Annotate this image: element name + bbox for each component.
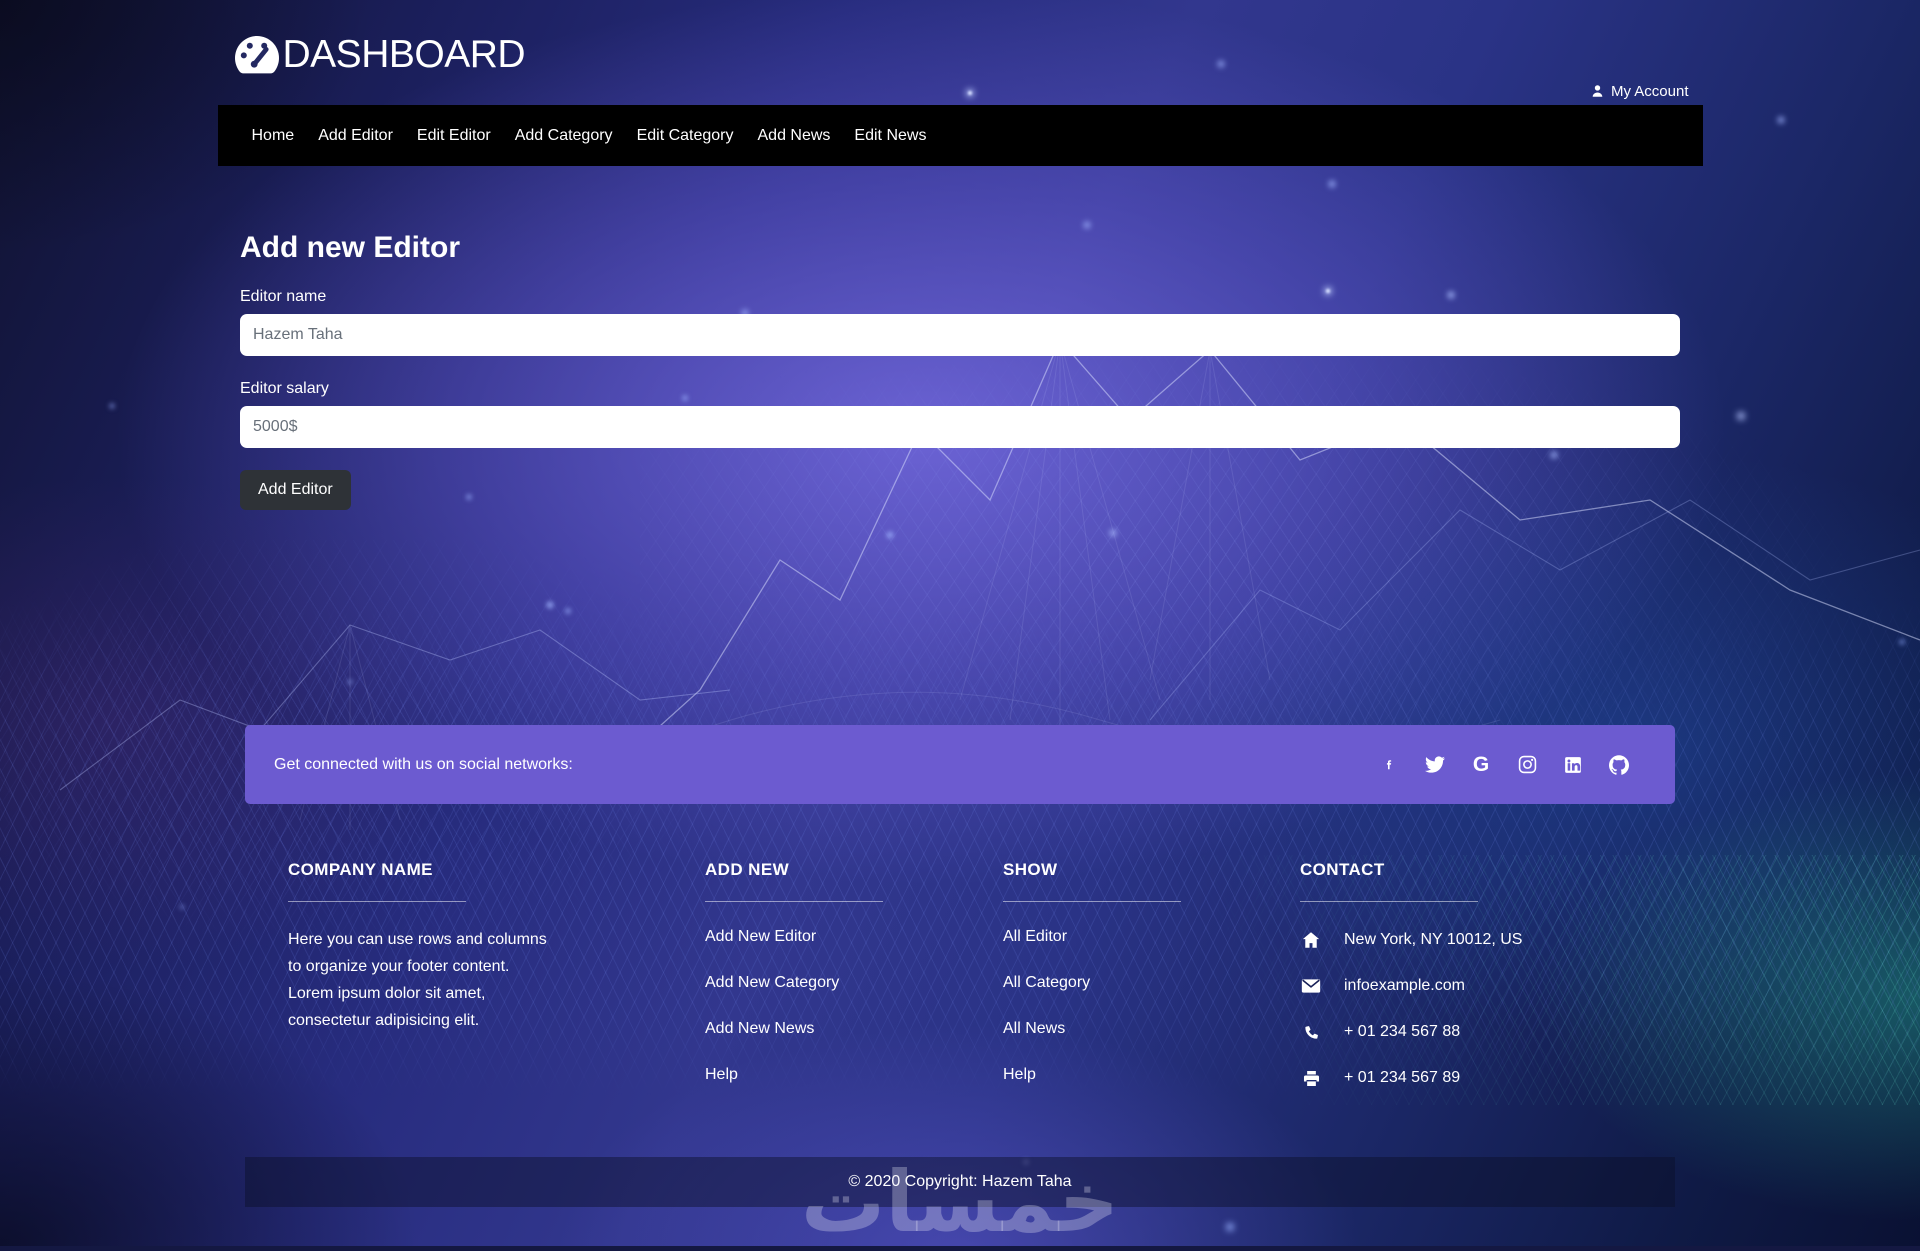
footer-contact-title: CONTACT [1300,860,1385,879]
contact-address-row: New York, NY 10012, US [1300,929,1680,951]
tachometer-icon [233,33,281,77]
contact-fax: + 01 234 567 89 [1344,1069,1461,1086]
footer-link-all-editor[interactable]: All Editor [1003,928,1068,945]
footer-divider [1003,901,1181,902]
page-title: Add new Editor [240,231,460,264]
footer-link-add-new-news[interactable]: Add New News [705,1020,815,1037]
social-message: Get connected with us on social networks… [274,755,573,773]
footer-link-add-new-category[interactable]: Add New Category [705,974,840,991]
editor-name-input[interactable] [240,314,1680,356]
user-icon [1592,85,1603,97]
footer-company-description: Here you can use rows and columns to org… [288,931,547,1029]
nav-item-add-editor[interactable]: Add Editor [318,126,393,144]
footer-link-all-news[interactable]: All News [1003,1020,1066,1037]
add-editor-button[interactable]: Add Editor [240,470,351,510]
contact-address: New York, NY 10012, US [1344,931,1523,948]
footer-company-title: COMPANY NAME [288,860,433,879]
phone-icon [1300,1023,1322,1041]
copyright-text: © 2020 Copyright: Hazem Taha [848,1173,1072,1190]
footer-divider [705,901,883,902]
contact-phone-row: + 01 234 567 88 [1300,1021,1680,1043]
google-icon[interactable]: G [1472,752,1490,776]
contact-email: infoexample.com [1344,977,1465,994]
logo-text: DASHBOARD [282,33,526,76]
editor-name-label: Editor name [240,288,327,305]
facebook-icon[interactable] [1379,755,1399,775]
contact-fax-row: + 01 234 567 89 [1300,1067,1680,1089]
contact-email-row: infoexample.com [1300,975,1680,997]
print-icon [1300,1069,1322,1088]
social-bar: Get connected with us on social networks… [245,725,1675,804]
envelope-icon [1300,978,1322,994]
footer-link-all-category[interactable]: All Category [1003,974,1091,991]
linkedin-icon[interactable] [1563,755,1583,775]
home-icon [1300,931,1322,949]
add-editor-form: Add new Editor Editor name Editor salary… [240,232,1680,510]
contact-phone: + 01 234 567 88 [1344,1023,1461,1040]
footer-link-help[interactable]: Help [705,1066,738,1083]
copyright-bar: © 2020 Copyright: Hazem Taha [245,1157,1675,1207]
footer-show-title: SHOW [1003,860,1058,879]
footer-link-help-2[interactable]: Help [1003,1066,1036,1083]
nav-item-home[interactable]: Home [251,126,295,144]
footer-divider [288,901,466,902]
khamsat-watermark: خمسات [800,1153,1120,1251]
nav-item-edit-category[interactable]: Edit Category [636,126,734,144]
footer-link-add-new-editor[interactable]: Add New Editor [705,928,817,945]
editor-salary-input[interactable] [240,406,1680,448]
header-logo: DASHBOARD [218,0,1703,78]
nav-item-edit-editor[interactable]: Edit Editor [416,126,491,144]
github-icon[interactable] [1609,754,1629,775]
footer-divider [1300,901,1478,902]
my-account-link[interactable]: My Account [1590,80,1689,102]
main-navigation: Home Add Editor Edit Editor Add Category… [217,105,1703,166]
nav-item-add-category[interactable]: Add Category [514,126,613,144]
nav-item-edit-news[interactable]: Edit News [854,126,927,144]
twitter-icon[interactable] [1425,755,1445,775]
footer: COMPANY NAME Here you can use rows and c… [240,860,1680,1113]
instagram-icon[interactable] [1517,755,1537,775]
my-account-label: My Account [1610,82,1689,100]
nav-item-add-news[interactable]: Add News [757,126,831,144]
editor-salary-label: Editor salary [240,380,329,397]
footer-addnew-title: ADD NEW [705,860,790,879]
